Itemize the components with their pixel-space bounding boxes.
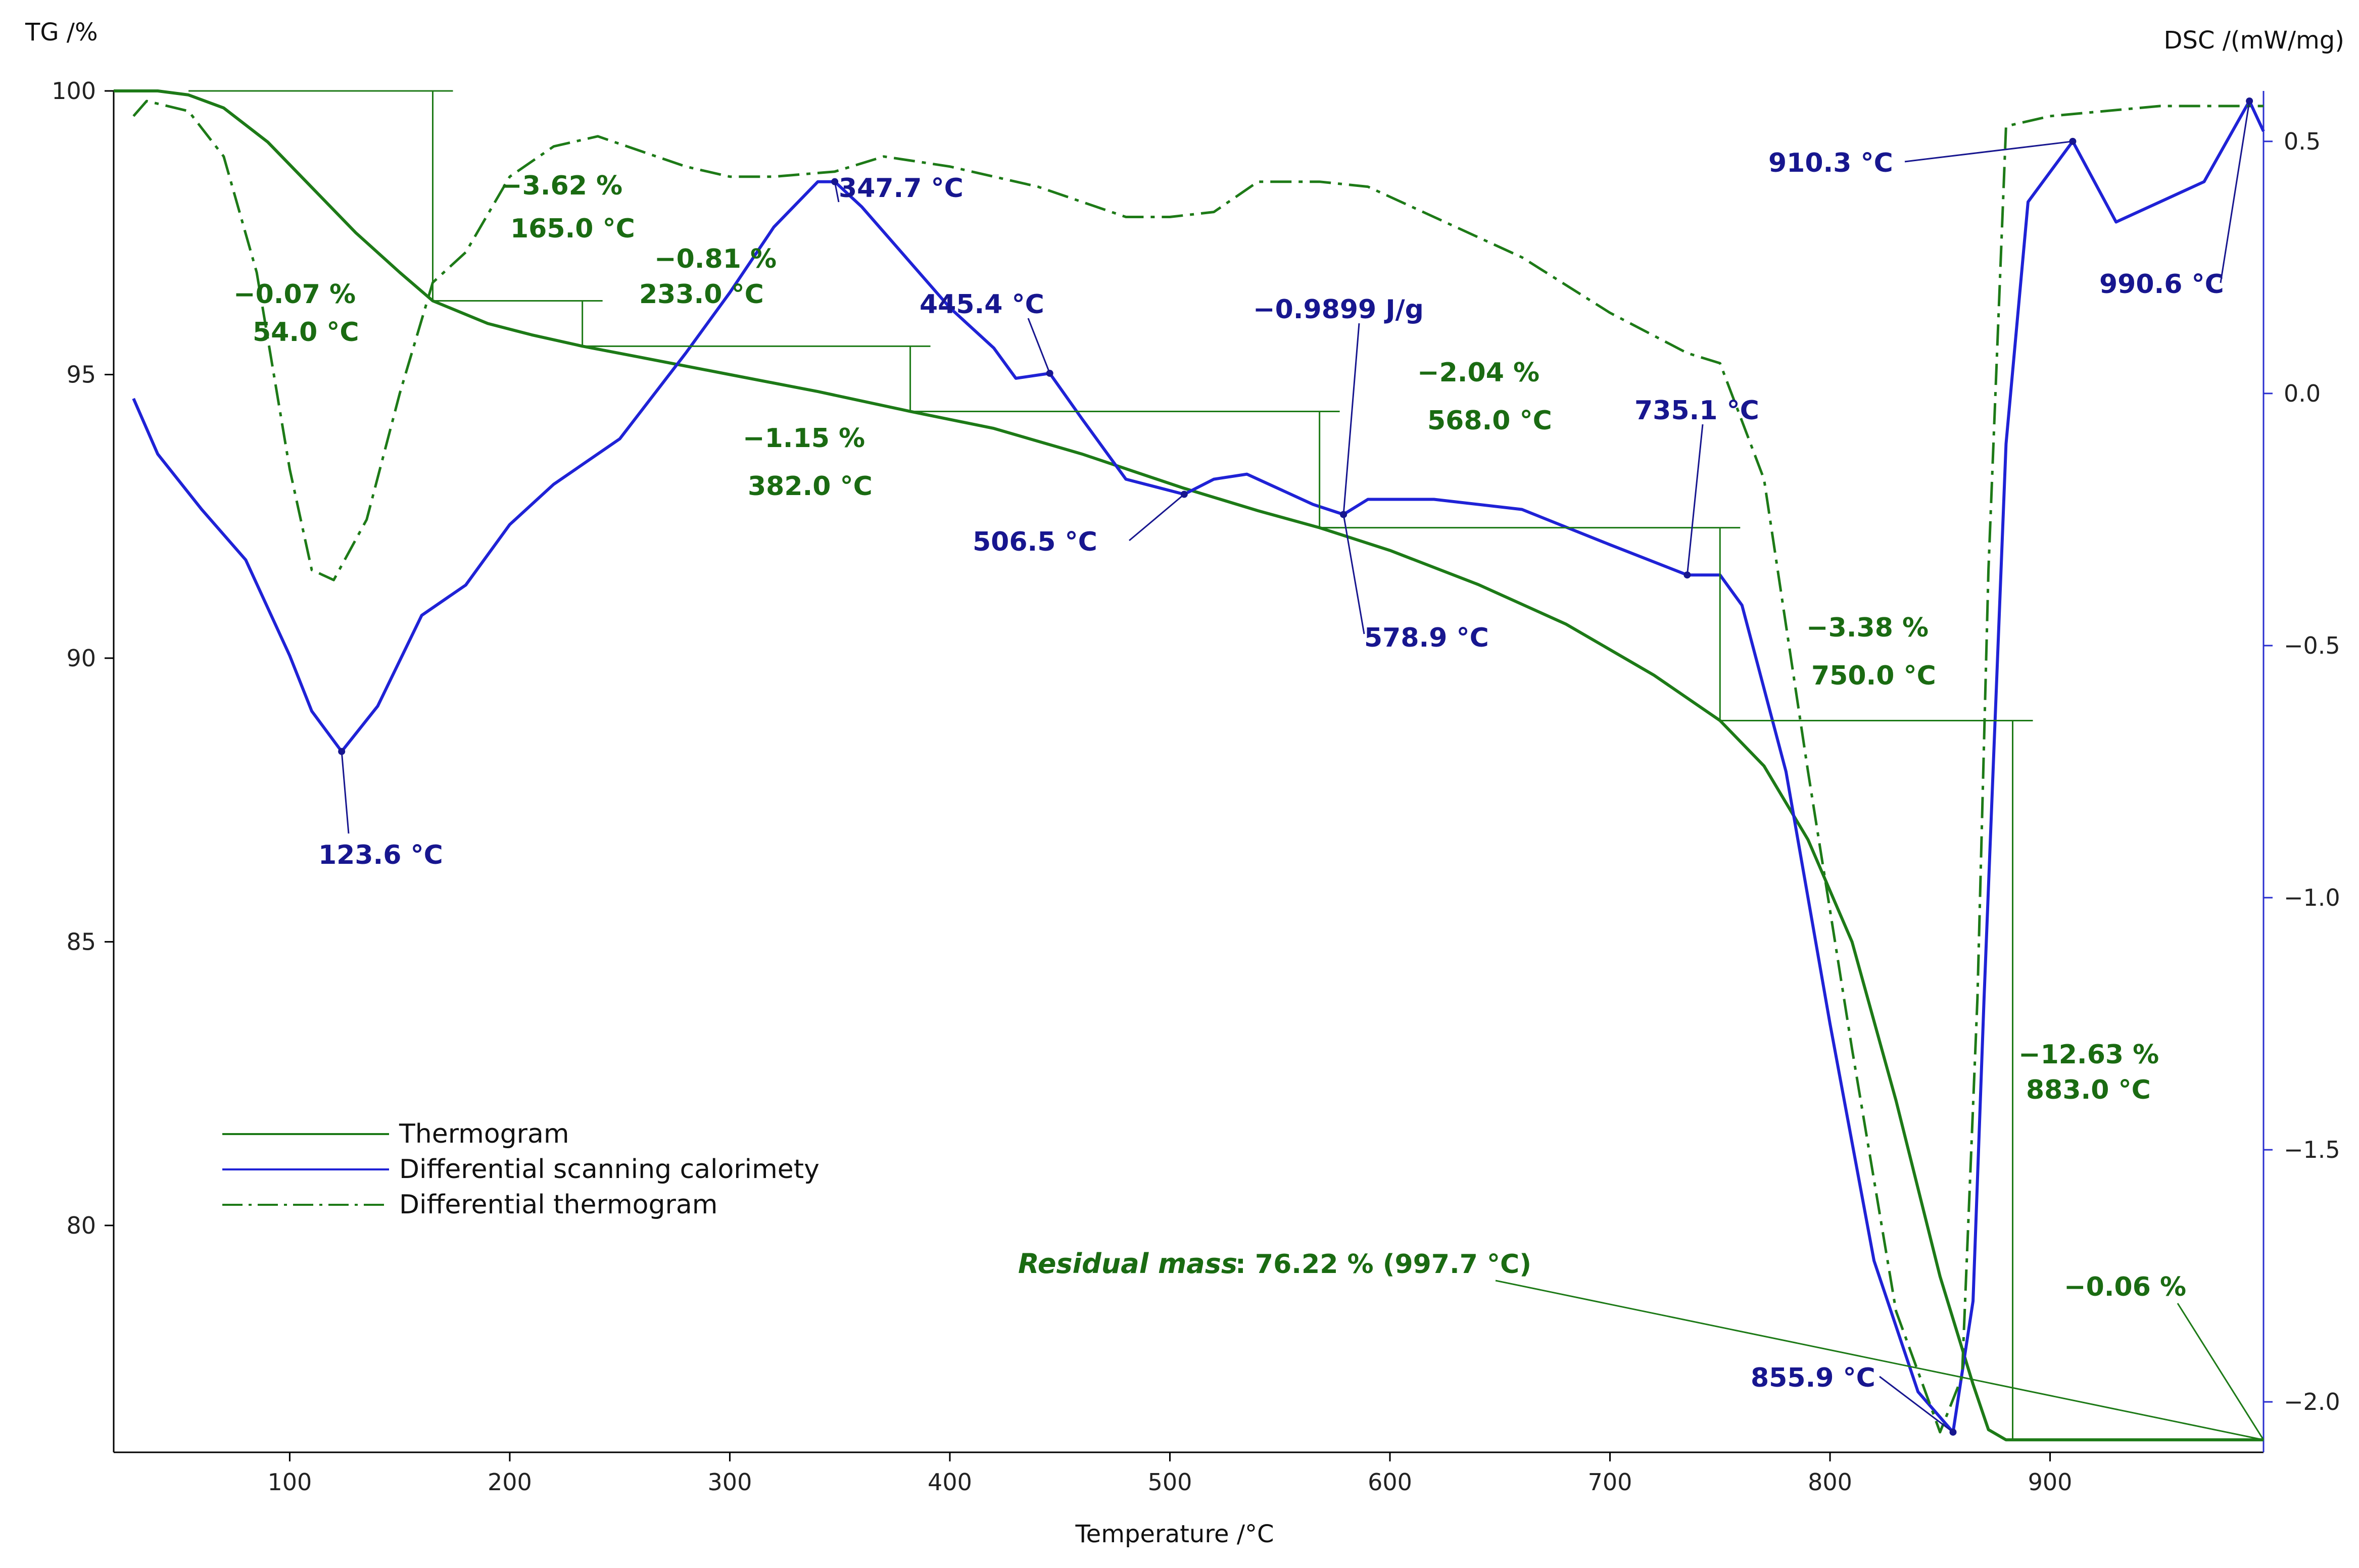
residual-leader xyxy=(1495,1280,2264,1441)
annotation-tg-2-temp: 165.0 °C xyxy=(510,214,635,244)
y-left-tick-label-95: 95 xyxy=(66,361,96,388)
series-line-differential-thermogram xyxy=(132,100,2264,1434)
annotation-tg-1-change: −0.07 % xyxy=(233,279,356,310)
series-line-thermogram xyxy=(114,89,2264,1442)
x-tick-label-400: 400 xyxy=(928,1468,972,1496)
annotation-tg-6-temp: 750.0 °C xyxy=(1811,661,1936,691)
annotation-tg-7-change: −12.63 % xyxy=(2018,1040,2159,1070)
residual-mass-label: Residual mass xyxy=(1018,1248,1237,1280)
dsc-leader-5 xyxy=(1342,514,1365,634)
ticks-layer: 100 200 300 400 500 600 700 800 900 100 95 90 85 80 0.… xyxy=(52,77,2340,1496)
dsc-leader-9 xyxy=(2220,101,2250,283)
x-tick-label-100: 100 xyxy=(268,1468,312,1496)
annotation-tg-3-temp: 233.0 °C xyxy=(639,279,764,310)
x-tick-label-200: 200 xyxy=(488,1468,532,1496)
series-line-differential-scanning-calorimety xyxy=(132,100,2265,1434)
y-right-tick-label-−2.0: −2.0 xyxy=(2284,1388,2340,1415)
x-tick-label-800: 800 xyxy=(1808,1468,1852,1496)
dsc-leader-2 xyxy=(1027,318,1051,374)
residual-mass-value: : 76.22 % (997.7 °C) xyxy=(1235,1249,1531,1280)
legend-label-thermogram: Thermogram xyxy=(399,1119,569,1149)
dsc-peak-marker-6 xyxy=(1683,571,1691,579)
y-right-tick-label-0.5: 0.5 xyxy=(2284,128,2321,155)
y-right-tick-label-0.0: 0.0 xyxy=(2284,380,2321,407)
x-tick-label-600: 600 xyxy=(1368,1468,1412,1496)
legend-label-dtg: Differential thermogram xyxy=(399,1190,717,1220)
dsc-peak-marker-1 xyxy=(831,178,839,185)
x-tick-label-300: 300 xyxy=(708,1468,752,1496)
dsc-leader-0 xyxy=(341,751,350,834)
x-tick-label-900: 900 xyxy=(2028,1468,2073,1496)
annotation-tg-2-change: −3.62 % xyxy=(500,171,622,201)
annotation-dsc-peak-910: 910.3 °C xyxy=(1768,148,1893,178)
dsc-leader-4 xyxy=(1342,323,1360,515)
annotation-tg-4-temp: 382.0 °C xyxy=(748,471,873,502)
dsc-leader-3 xyxy=(1129,494,1185,542)
legend-label-dsc: Differential scanning calorimety xyxy=(399,1154,820,1185)
annotation-tg-4-change: −1.15 % xyxy=(743,423,865,454)
y-left-axis-title: TG /% xyxy=(25,18,98,46)
annotation-dsc-peak-855: 855.9 °C xyxy=(1751,1363,1875,1393)
annotation-lines-layer xyxy=(188,90,2265,1441)
dsc-leader-8 xyxy=(1904,140,2073,163)
dsc-peak-marker-3 xyxy=(1180,491,1188,498)
annotation-dsc-peak-123: 123.6 °C xyxy=(318,840,443,870)
annotation-dsc-peak-990: 990.6 °C xyxy=(2099,269,2224,300)
y-left-tick-label-90: 90 xyxy=(66,645,96,672)
series-layer xyxy=(114,89,2265,1442)
annotation-dsc-peak-506: 506.5 °C xyxy=(973,527,1097,557)
dsc-peak-marker-2 xyxy=(1046,369,1053,377)
annotation-tg-1-temp: 54.0 °C xyxy=(253,317,359,348)
x-tick-label-500: 500 xyxy=(1148,1468,1192,1496)
y-right-tick-label-−1.0: −1.0 xyxy=(2284,884,2340,911)
dsc-peak-marker-0 xyxy=(338,748,346,755)
y-right-tick-label-−0.5: −0.5 xyxy=(2284,632,2340,659)
annotation-tg-6-change: −3.38 % xyxy=(1806,613,1929,643)
dsc-leader-7 xyxy=(1879,1376,1954,1433)
dsc-peak-marker-5 xyxy=(1340,511,1347,518)
x-tick-label-700: 700 xyxy=(1588,1468,1632,1496)
annotation-tg-3-change: −0.81 % xyxy=(654,244,777,274)
y-left-tick-label-85: 85 xyxy=(66,928,96,955)
annotation-tg-5-temp: 568.0 °C xyxy=(1427,406,1552,436)
legend: Thermogram Differential scanning calorim… xyxy=(222,1119,820,1220)
annotation-dsc-peak-445: 445.4 °C xyxy=(920,289,1044,320)
dsc-peak-marker-7 xyxy=(1949,1429,1957,1436)
annotation-tg-7-temp: 883.0 °C xyxy=(2026,1075,2151,1105)
annotation-dsc-peak-578: 578.9 °C xyxy=(1364,623,1489,653)
dsc-peak-marker-9 xyxy=(2246,97,2253,105)
annotation-dsc-enthalpy: −0.9899 J/g xyxy=(1253,295,1424,325)
x-axis-title: Temperature /°C xyxy=(1075,1520,1274,1548)
y-right-tick-label-−1.5: −1.5 xyxy=(2284,1136,2340,1163)
annotation-tg-8-change: −0.06 % xyxy=(2064,1272,2186,1302)
annotation-tg-5-change: −2.04 % xyxy=(1417,358,1539,388)
tg-final-leader xyxy=(2177,1303,2265,1441)
annotation-dsc-peak-347: 347.7 °C xyxy=(839,173,964,204)
y-left-tick-label-100: 100 xyxy=(52,77,96,105)
dsc-leader-6 xyxy=(1686,424,1704,575)
y-right-axis-title: DSC /(mW/mg) xyxy=(2164,26,2344,55)
y-left-tick-label-80: 80 xyxy=(66,1212,96,1239)
dsc-peak-marker-8 xyxy=(2069,137,2077,145)
annotation-dsc-peak-735: 735.1 °C xyxy=(1634,396,1759,426)
